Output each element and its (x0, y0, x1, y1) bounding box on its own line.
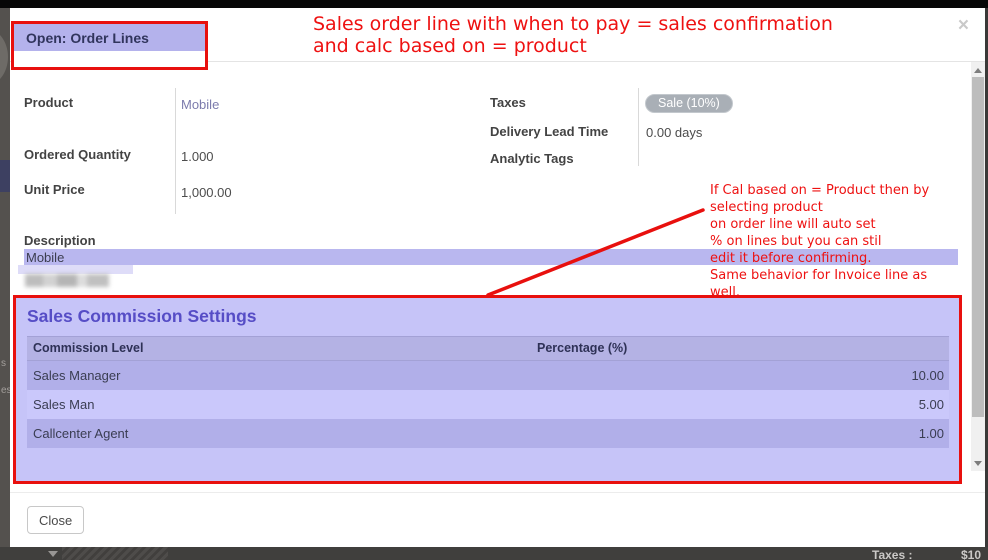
commission-section-title: Sales Commission Settings (27, 306, 257, 326)
description-highlight-row2 (18, 265, 133, 274)
ordered-quantity-label: Ordered Quantity (24, 147, 131, 162)
unit-price-label: Unit Price (24, 182, 85, 197)
annotation-top-note: Sales order line with when to pay = sale… (313, 13, 833, 57)
delivery-lead-time-label: Delivery Lead Time (490, 124, 609, 139)
side-note-line: Same behavior for Invoice line as (710, 268, 928, 283)
background-taxes-value: $10 (961, 548, 982, 560)
commission-level-cell: Sales Man (33, 397, 95, 412)
annotation-side-note: If Cal based on = Product then by select… (710, 182, 970, 301)
background-bottom-strip: Taxes : $10 (0, 547, 988, 560)
annotation-top-note-line2: and calc based on = product (313, 35, 587, 57)
close-icon[interactable]: × (957, 15, 969, 36)
analytic-tags-label: Analytic Tags (490, 151, 574, 166)
modal-footer: Close (10, 492, 985, 547)
annotation-pointer-line (486, 208, 705, 297)
close-button[interactable]: Close (27, 506, 85, 534)
commission-level-cell: Sales Manager (33, 368, 121, 383)
annotation-top-note-line1: Sales order line with when to pay = sale… (313, 13, 833, 35)
background-topbar (0, 0, 988, 8)
side-note-line: on order line will auto set (710, 217, 876, 232)
description-label: Description (24, 233, 96, 248)
scroll-up-icon[interactable] (974, 68, 982, 73)
scrollbar-thumb[interactable] (972, 77, 984, 417)
redacted-text (25, 274, 117, 287)
description-value: Mobile (26, 250, 65, 265)
background-navbar-fragment (0, 160, 10, 192)
side-note-line: edit it before confirming. (710, 251, 872, 266)
ordered-quantity-value: 1.000 (181, 149, 214, 164)
modal-title-highlight: Open: Order Lines (14, 24, 205, 51)
commission-table: Commission Level Percentage (%) Sales Ma… (27, 336, 949, 448)
scroll-down-icon[interactable] (974, 461, 982, 466)
table-row[interactable]: Sales Manager 10.00 (27, 361, 949, 390)
percentage-cell: 1.00 (918, 426, 944, 441)
description-highlight-row: Mobile (24, 249, 958, 265)
annotation-box-title: Open: Order Lines (11, 21, 208, 70)
taxes-label: Taxes (490, 95, 526, 110)
order-lines-modal: Sales order line with when to pay = sale… (10, 8, 985, 547)
background-left-strip: s es (0, 8, 10, 547)
delivery-lead-time-value: 0.00 days (646, 125, 703, 140)
field-separator-left (175, 88, 176, 214)
tax-tag: Sale (10%) (645, 94, 733, 113)
sales-commission-section: Sales Commission Settings Commission Lev… (13, 295, 962, 484)
table-row[interactable]: Sales Man 5.00 (27, 390, 949, 419)
field-separator-right (638, 88, 639, 166)
column-percentage: Percentage (%) (537, 341, 628, 355)
percentage-cell: 10.00 (911, 368, 944, 383)
commission-level-cell: Callcenter Agent (33, 426, 129, 441)
product-label: Product (24, 95, 74, 110)
dropdown-arrow-icon (48, 551, 58, 557)
background-text-fragment: es (1, 385, 10, 396)
background-taxes-label: Taxes : (872, 548, 913, 560)
background-hatched-area (62, 547, 168, 560)
percentage-cell: 5.00 (918, 397, 944, 412)
unit-price-value: 1,000.00 (181, 185, 232, 200)
side-note-line: selecting product (710, 200, 823, 215)
side-note-line: % on lines but you can stil (710, 234, 882, 249)
column-commission-level: Commission Level (33, 341, 144, 355)
modal-scrollbar[interactable] (971, 62, 985, 471)
commission-table-header: Commission Level Percentage (%) (27, 336, 949, 361)
modal-title: Open: Order Lines (26, 30, 149, 46)
background-text-fragment: s (1, 358, 6, 369)
table-row[interactable]: Callcenter Agent 1.00 (27, 419, 949, 448)
background-logo-fragment (0, 28, 8, 86)
background-right-strip (985, 8, 988, 560)
side-note-line: If Cal based on = Product then by (710, 183, 930, 198)
product-value-link[interactable]: Mobile (181, 97, 220, 112)
